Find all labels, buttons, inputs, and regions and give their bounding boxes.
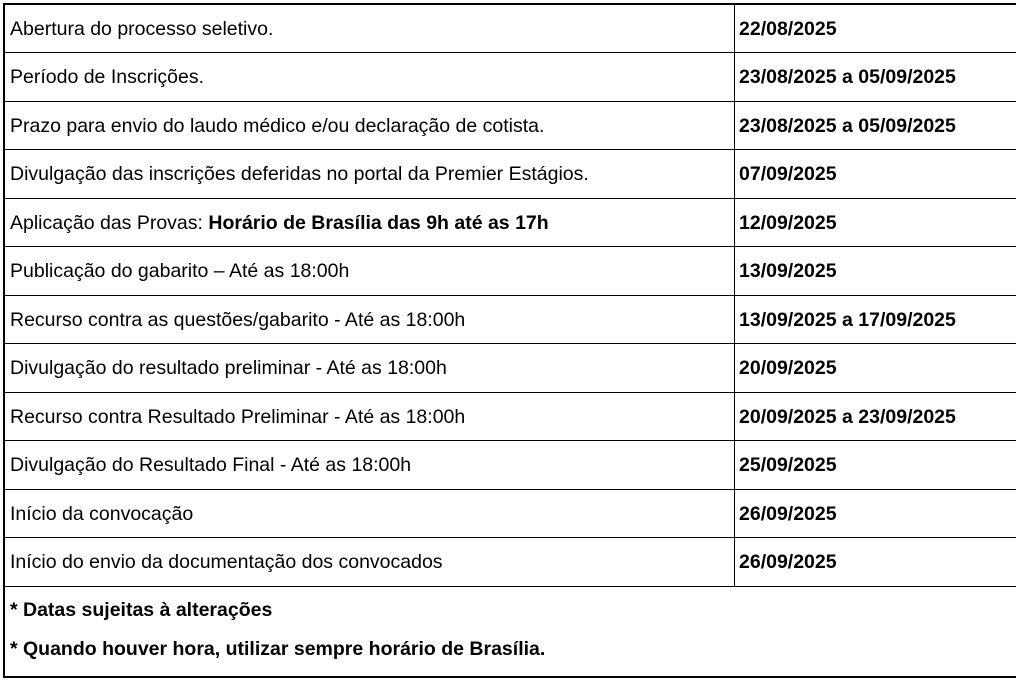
date-cell: 07/09/2025 [735,150,1016,199]
event-cell: Divulgação do Resultado Final - Até as 1… [4,441,735,490]
event-label: Recurso contra as questões/gabarito - At… [10,309,465,331]
table-row: Período de Inscrições. 23/08/2025 a 05/0… [4,53,1016,102]
table-row: Abertura do processo seletivo. 22/08/202… [4,4,1016,53]
event-label: Início do envio da documentação dos conv… [10,551,443,573]
footnote-dates-subject-to-change: * Datas sujeitas à alterações [10,591,1016,630]
table-row: Divulgação do Resultado Final - Até as 1… [4,441,1016,490]
event-cell: Publicação do gabarito – Até as 18:00h [4,247,735,296]
date-cell: 13/09/2025 a 17/09/2025 [735,295,1016,344]
event-label: Prazo para envio do laudo médico e/ou de… [10,115,544,137]
date-cell: 20/09/2025 [735,344,1016,393]
date-value: 22/08/2025 [739,18,837,40]
event-cell: Abertura do processo seletivo. [4,4,735,53]
date-value: 20/09/2025 a 23/09/2025 [739,406,956,428]
event-label: Início da convocação [10,503,193,525]
date-value: 26/09/2025 [739,503,837,525]
event-label-bold: Horário de Brasília das 9h até as 17h [208,212,548,234]
date-value: 13/09/2025 [739,260,837,282]
date-value: 20/09/2025 [739,357,837,379]
table-row: Início do envio da documentação dos conv… [4,538,1016,587]
table-row: Publicação do gabarito – Até as 18:00h 1… [4,247,1016,296]
event-label: Divulgação do resultado preliminar - Até… [10,357,447,379]
event-cell: Período de Inscrições. [4,53,735,102]
event-label: Período de Inscrições. [10,66,204,88]
date-value: 23/08/2025 a 05/09/2025 [739,115,956,137]
table-row: Divulgação do resultado preliminar - Até… [4,344,1016,393]
event-label: Publicação do gabarito – Até as 18:00h [10,260,349,282]
date-value: 13/09/2025 a 17/09/2025 [739,309,956,331]
event-label: Aplicação das Provas: [10,212,208,234]
footnotes-cell: * Datas sujeitas à alterações * Quando h… [4,586,1016,677]
table-row: Recurso contra Resultado Preliminar - At… [4,392,1016,441]
table-row: Início da convocação 26/09/2025 [4,489,1016,538]
table-row: Recurso contra as questões/gabarito - At… [4,295,1016,344]
date-value: 07/09/2025 [739,163,837,185]
date-cell: 23/08/2025 a 05/09/2025 [735,101,1016,150]
selection-process-schedule-table: Abertura do processo seletivo. 22/08/202… [3,3,1016,678]
date-value: 12/09/2025 [739,212,837,234]
event-label: Abertura do processo seletivo. [10,18,273,40]
event-cell: Divulgação das inscrições deferidas no p… [4,150,735,199]
event-cell: Recurso contra as questões/gabarito - At… [4,295,735,344]
date-cell: 23/08/2025 a 05/09/2025 [735,53,1016,102]
date-cell: 26/09/2025 [735,538,1016,587]
date-cell: 20/09/2025 a 23/09/2025 [735,392,1016,441]
event-cell: Divulgação do resultado preliminar - Até… [4,344,735,393]
table-row: Prazo para envio do laudo médico e/ou de… [4,101,1016,150]
event-label: Divulgação das inscrições deferidas no p… [10,163,589,185]
event-cell: Aplicação das Provas: Horário de Brasíli… [4,198,735,247]
event-label: Divulgação do Resultado Final - Até as 1… [10,454,411,476]
event-cell: Início da convocação [4,489,735,538]
event-cell: Recurso contra Resultado Preliminar - At… [4,392,735,441]
table-row: Divulgação das inscrições deferidas no p… [4,150,1016,199]
footnotes-row: * Datas sujeitas à alterações * Quando h… [4,586,1016,677]
date-cell: 13/09/2025 [735,247,1016,296]
footnote-brasilia-time: * Quando houver hora, utilizar sempre ho… [10,630,1016,669]
event-cell: Prazo para envio do laudo médico e/ou de… [4,101,735,150]
date-cell: 22/08/2025 [735,4,1016,53]
table-row: Aplicação das Provas: Horário de Brasíli… [4,198,1016,247]
event-label: Recurso contra Resultado Preliminar - At… [10,406,465,428]
date-value: 23/08/2025 a 05/09/2025 [739,66,956,88]
date-cell: 25/09/2025 [735,441,1016,490]
date-cell: 12/09/2025 [735,198,1016,247]
date-value: 26/09/2025 [739,551,837,573]
event-cell: Início do envio da documentação dos conv… [4,538,735,587]
date-value: 25/09/2025 [739,454,837,476]
date-cell: 26/09/2025 [735,489,1016,538]
